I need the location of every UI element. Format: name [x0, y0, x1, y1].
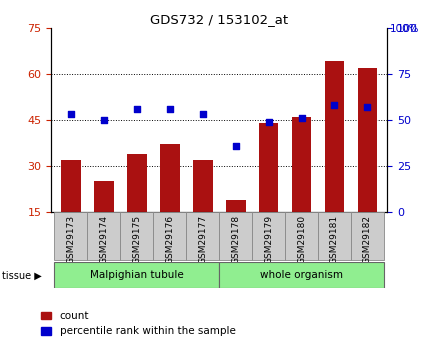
- Bar: [252, 212, 285, 260]
- Text: GSM29177: GSM29177: [198, 215, 207, 264]
- Text: GSM29175: GSM29175: [132, 215, 142, 264]
- Text: whole organism: whole organism: [260, 270, 343, 280]
- Bar: [324, 61, 344, 212]
- Bar: [219, 212, 252, 260]
- Point: [265, 119, 272, 125]
- Bar: [351, 212, 384, 260]
- Legend: count, percentile rank within the sample: count, percentile rank within the sample: [41, 311, 235, 336]
- Bar: [94, 181, 114, 212]
- Bar: [285, 212, 318, 260]
- Bar: [318, 212, 351, 260]
- Bar: [259, 123, 279, 212]
- Bar: [87, 212, 120, 260]
- Text: GSM29174: GSM29174: [99, 215, 109, 264]
- Text: 100%: 100%: [389, 24, 419, 33]
- Bar: [160, 145, 180, 212]
- Bar: [54, 212, 87, 260]
- Bar: [54, 262, 219, 288]
- Point: [166, 106, 173, 111]
- Bar: [186, 212, 219, 260]
- Point: [298, 115, 305, 121]
- Text: GSM29181: GSM29181: [330, 215, 339, 264]
- Text: tissue ▶: tissue ▶: [2, 270, 42, 280]
- Bar: [120, 212, 153, 260]
- Text: GSM29176: GSM29176: [165, 215, 174, 264]
- Bar: [193, 160, 213, 212]
- Text: GSM29178: GSM29178: [231, 215, 240, 264]
- Point: [232, 143, 239, 148]
- Text: GSM29182: GSM29182: [363, 215, 372, 264]
- Bar: [226, 200, 246, 212]
- Text: Malpighian tubule: Malpighian tubule: [90, 270, 184, 280]
- Title: GDS732 / 153102_at: GDS732 / 153102_at: [150, 13, 288, 27]
- Bar: [127, 154, 147, 212]
- Point: [133, 106, 140, 111]
- Point: [199, 111, 206, 117]
- Bar: [219, 262, 384, 288]
- Point: [67, 111, 74, 117]
- Text: GSM29173: GSM29173: [66, 215, 76, 264]
- Bar: [153, 212, 186, 260]
- Bar: [61, 160, 81, 212]
- Point: [331, 102, 338, 108]
- Point: [100, 117, 107, 122]
- Bar: [357, 68, 377, 212]
- Bar: [291, 117, 312, 212]
- Text: GSM29179: GSM29179: [264, 215, 273, 264]
- Point: [364, 104, 371, 110]
- Text: GSM29180: GSM29180: [297, 215, 306, 264]
